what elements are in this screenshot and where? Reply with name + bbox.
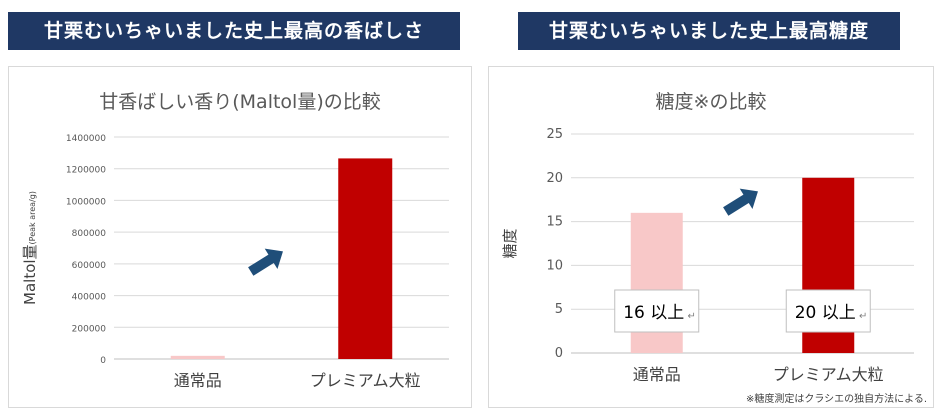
y-axis-label: Maltol量(Peak area/g) (21, 191, 39, 305)
y-axis-label-unit: (Peak area/g) (28, 191, 37, 244)
banner-aroma: 甘栗むいちゃいました史上最高の香ばしさ (8, 12, 460, 50)
sugar-footnote: ※糖度測定はクラシエの独自方法による. (745, 394, 927, 405)
maltol-chart-panel: 甘香ばしい香り(Maltol量)の比較 0 200000 400000 600000 8… (8, 66, 472, 408)
y-tick-label: 0 (555, 346, 563, 361)
data-label-box: 16 以上 ↵ (614, 289, 700, 333)
y-tick-label: 1200000 (66, 166, 106, 176)
data-label-frame (785, 289, 871, 333)
y-tick-label: 5 (555, 302, 563, 317)
y-axis-label: 糖度 (501, 228, 519, 258)
y-tick-label: 400000 (72, 293, 107, 303)
trend-arrow-shape (723, 188, 758, 216)
y-tick-label: 10 (546, 258, 563, 273)
y-tick-label: 0 (100, 356, 106, 366)
x-category-label: プレミアム大粒 (773, 365, 884, 384)
y-tick-label: 1000000 (66, 197, 106, 207)
sugar-chart-title: 糖度※の比較 (655, 91, 767, 113)
y-axis-label-main: Maltol量 (21, 244, 39, 305)
data-label-frame (614, 289, 700, 333)
y-tick-label: 800000 (72, 229, 107, 239)
banner-sugar: 甘栗むいちゃいました史上最高糖度 (518, 12, 900, 50)
maltol-chart: 0 200000 400000 600000 800000 1000000 1200000 1… (21, 134, 449, 390)
maltol-chart-title: 甘香ばしい香り(Maltol量)の比較 (99, 91, 381, 113)
x-category-label: 通常品 (174, 371, 222, 390)
x-category-label: プレミアム大粒 (310, 371, 421, 390)
bar (338, 158, 393, 359)
trend-arrow-shape (248, 248, 283, 276)
y-tick-label: 200000 (72, 324, 107, 334)
y-tick-label: 15 (546, 215, 563, 230)
data-label: 16 以上 (623, 303, 684, 323)
trend-arrow-icon (723, 188, 758, 216)
y-tick-label: 20 (546, 171, 563, 186)
y-tick-label: 1400000 (66, 134, 106, 144)
bar (170, 355, 225, 359)
return-mark-icon: ↵ (859, 311, 867, 322)
x-category-label: 通常品 (633, 365, 681, 384)
trend-arrow-icon (248, 248, 283, 276)
y-tick-label: 25 (546, 127, 563, 142)
return-mark-icon: ↵ (688, 311, 696, 322)
sugar-chart-panel: 糖度※の比較 0 5 10 15 20 25 通常品 16 以上 ↵ プレミアム大粒 20 以上 ↵ 糖… (488, 66, 934, 408)
y-tick-label: 600000 (72, 261, 107, 271)
data-label-box: 20 以上 ↵ (785, 289, 871, 333)
data-label: 20 以上 (795, 303, 856, 323)
